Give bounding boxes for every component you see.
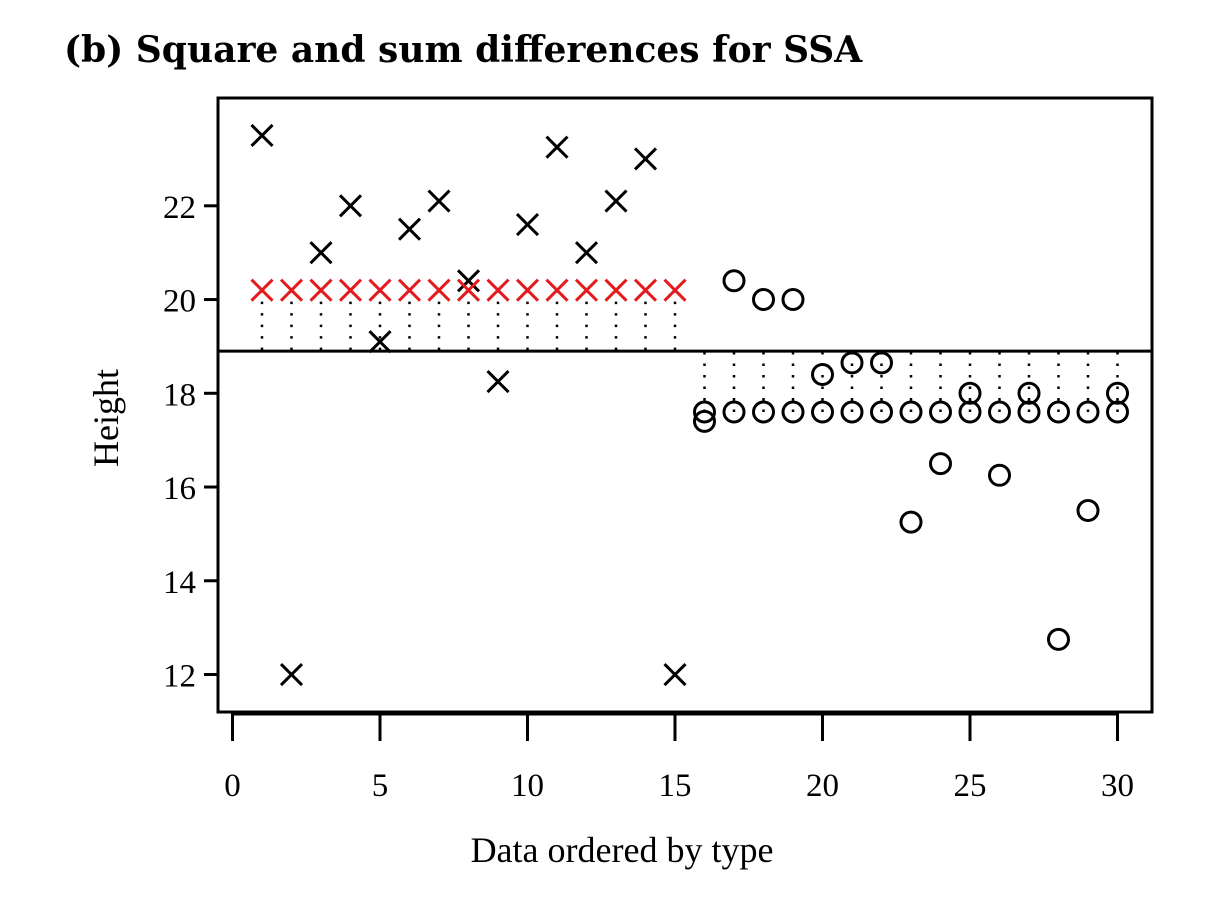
y-tick-label: 12 <box>163 659 196 695</box>
point-circle <box>840 351 864 375</box>
plot-frame <box>216 96 1154 714</box>
point-circle <box>1047 400 1070 424</box>
x-axis: 0 5 10 15 20 25 30 <box>224 712 1134 804</box>
point-cross <box>486 370 510 394</box>
y-axis: 12 14 16 18 20 22 <box>163 190 218 695</box>
point-circle <box>1017 400 1041 424</box>
y-tick-label: 18 <box>163 377 196 413</box>
point-cross <box>250 278 274 302</box>
point-circle <box>1076 498 1100 522</box>
point-cross <box>545 278 569 302</box>
point-cross <box>368 330 392 354</box>
point-cross <box>309 278 333 302</box>
point-circle <box>722 400 746 424</box>
point-circle <box>722 269 746 293</box>
point-circle <box>693 400 716 424</box>
point-circle <box>781 288 805 312</box>
point-circle <box>693 409 716 433</box>
point-cross <box>456 278 481 302</box>
y-tick-label: 20 <box>163 284 196 320</box>
point-circle <box>811 363 834 387</box>
x-tick-label: 15 <box>659 768 692 804</box>
point-cross <box>427 189 451 213</box>
point-cross <box>338 194 363 218</box>
point-cross <box>515 212 540 237</box>
point-circle <box>929 452 952 476</box>
point-cross <box>604 189 628 213</box>
point-circle <box>988 463 1011 487</box>
data-points <box>250 123 1129 687</box>
point-cross <box>309 241 333 265</box>
x-axis-label: Data ordered by type <box>471 830 774 870</box>
point-circle <box>781 400 805 424</box>
point-cross <box>574 241 599 265</box>
point-cross <box>368 278 392 302</box>
point-circle <box>840 400 864 424</box>
x-tick-label: 20 <box>806 768 839 804</box>
point-cross <box>515 278 540 302</box>
x-tick-label: 30 <box>1101 768 1134 804</box>
point-cross <box>427 278 451 302</box>
point-circle <box>752 400 775 424</box>
point-cross <box>633 147 658 171</box>
x-tick-label: 0 <box>224 768 241 804</box>
x-tick-label: 25 <box>954 768 987 804</box>
point-circle <box>811 400 834 424</box>
point-circle <box>929 400 952 424</box>
point-cross <box>545 135 569 159</box>
point-circle <box>1106 400 1129 424</box>
y-tick-label: 16 <box>163 471 196 507</box>
point-cross <box>397 217 422 241</box>
point-circle <box>1047 627 1070 651</box>
point-cross <box>663 278 687 302</box>
point-circle <box>899 510 923 534</box>
point-cross <box>663 662 687 687</box>
x-tick-label: 5 <box>372 768 389 804</box>
point-circle <box>958 400 982 424</box>
y-axis-label: Height <box>86 369 126 467</box>
y-tick-label: 22 <box>163 190 196 226</box>
point-cross <box>279 278 304 302</box>
point-cross <box>633 278 658 302</box>
point-circle <box>899 400 923 424</box>
point-cross <box>604 278 628 302</box>
point-cross <box>250 123 274 148</box>
point-circle <box>752 288 775 312</box>
point-cross <box>456 269 481 293</box>
x-tick-label: 10 <box>511 768 544 804</box>
y-tick-label: 14 <box>163 565 196 601</box>
point-circle <box>870 400 893 424</box>
point-circle <box>1076 400 1100 424</box>
point-circle <box>988 400 1011 424</box>
point-circle <box>870 351 893 375</box>
point-cross <box>397 278 422 302</box>
point-cross <box>486 278 510 302</box>
chart-title: (b) Square and sum differences for SSA <box>64 29 863 71</box>
point-cross <box>279 662 304 687</box>
point-cross <box>338 278 363 302</box>
point-cross <box>574 278 599 302</box>
